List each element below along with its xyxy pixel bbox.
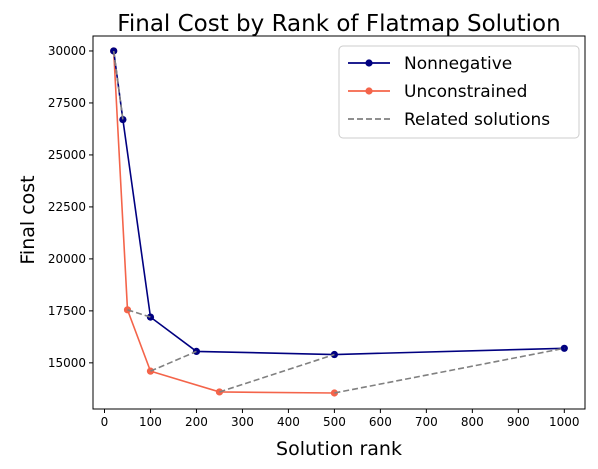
y-tick-label: 27500 <box>48 96 86 110</box>
y-tick-label: 30000 <box>48 44 86 58</box>
axis-ticks: 0 100 200 300 400 500 600 700 800 900 1000 15000 175… <box>48 44 580 429</box>
x-tick-label: 800 <box>461 415 484 429</box>
x-tick-label: 300 <box>231 415 254 429</box>
x-tick-label: 0 <box>101 415 109 429</box>
legend-swatch-marker <box>365 87 373 95</box>
x-tick-label: 600 <box>369 415 392 429</box>
x-tick-label: 500 <box>323 415 346 429</box>
legend-swatch-marker <box>365 59 373 67</box>
unconstrained-point <box>146 367 155 375</box>
related-solutions-segment <box>219 353 335 393</box>
related-solutions-segment <box>334 347 565 394</box>
y-tick-label: 25000 <box>48 148 86 162</box>
x-tick-label: 100 <box>139 415 162 429</box>
nonnegative-point <box>119 115 127 124</box>
y-tick-label: 20000 <box>48 252 86 266</box>
nonnegative-point <box>560 344 568 352</box>
related-solutions-segment <box>150 350 197 372</box>
x-tick-label: 900 <box>507 415 530 429</box>
plot-area <box>92 35 586 410</box>
legend-label: Nonnegative <box>404 54 512 74</box>
y-axis-label: Final cost <box>17 175 39 264</box>
chart-title: Final Cost by Rank of Flatmap Solution <box>117 11 560 37</box>
nonnegative-point <box>146 313 155 321</box>
x-tick-label: 1000 <box>549 415 580 429</box>
legend-label: Unconstrained <box>404 82 527 102</box>
x-axis-label: Solution rank <box>276 438 402 460</box>
legend-box <box>338 45 580 139</box>
unconstrained-line <box>112 50 335 394</box>
x-tick-label: 700 <box>415 415 438 429</box>
y-tick-label: 17500 <box>48 304 86 318</box>
legend-label: Related solutions <box>404 110 550 130</box>
y-tick-label: 15000 <box>48 356 86 370</box>
related-solutions-segment <box>112 50 124 120</box>
related-solutions-segment <box>127 309 151 318</box>
plot-frame <box>92 35 586 410</box>
y-tick-label: 22500 <box>48 200 86 214</box>
x-tick-label: 400 <box>277 415 300 429</box>
unconstrained-point <box>215 388 224 396</box>
x-tick-label: 200 <box>185 415 208 429</box>
legend: Nonnegative Unconstrained Related solution… <box>338 45 580 139</box>
